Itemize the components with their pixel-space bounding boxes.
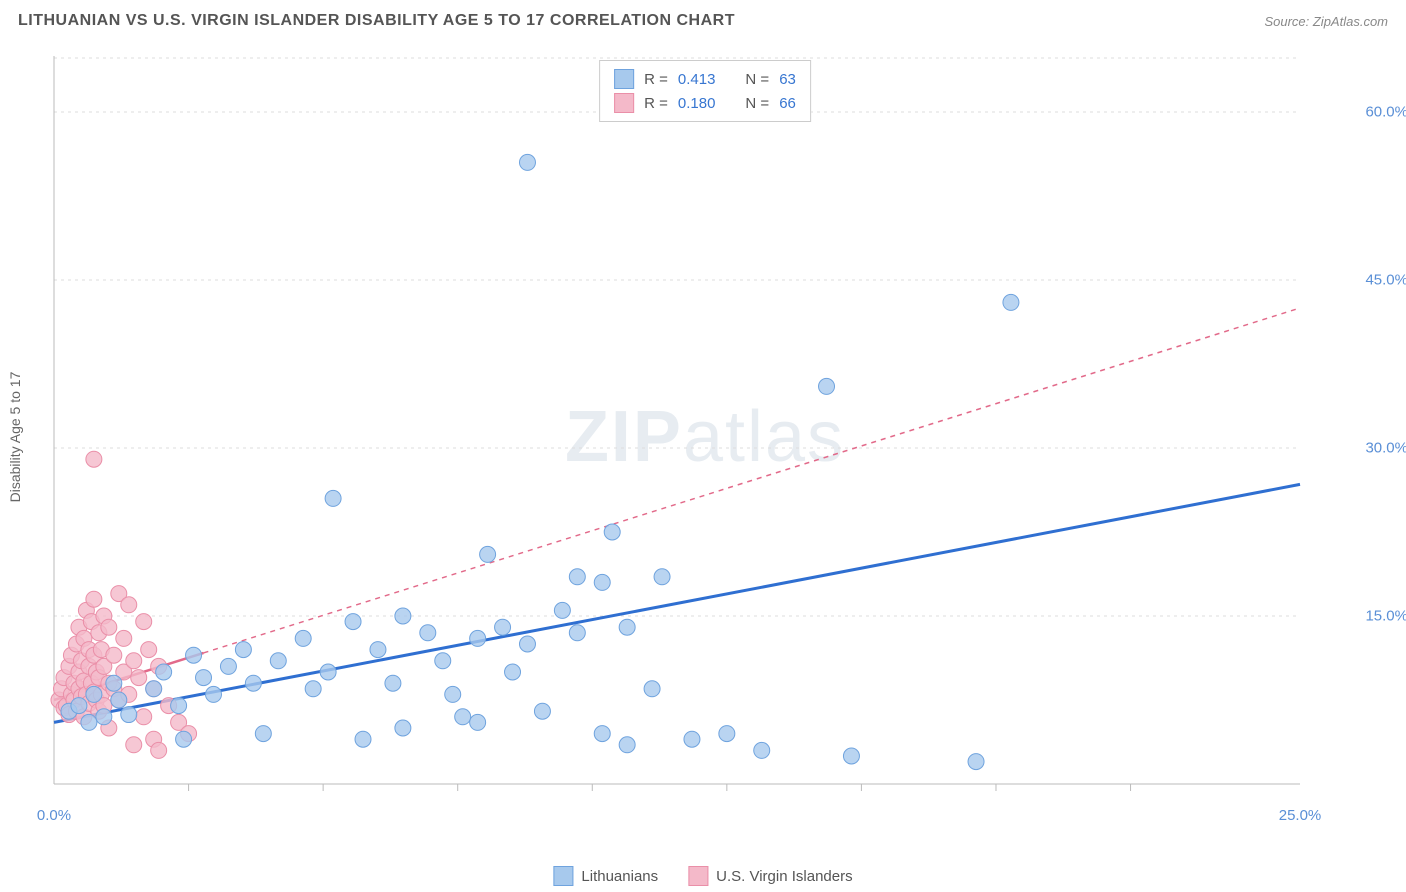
legend-swatch — [614, 93, 634, 113]
stats-legend-row: R = 0.180 N = 66 — [614, 91, 796, 115]
scatter-plot — [50, 52, 1360, 822]
chart-header: LITHUANIAN VS U.S. VIRGIN ISLANDER DISAB… — [0, 0, 1406, 38]
legend-swatch — [614, 69, 634, 89]
legend-swatch — [688, 866, 708, 886]
stats-legend-row: R = 0.413 N = 63 — [614, 67, 796, 91]
chart-title: LITHUANIAN VS U.S. VIRGIN ISLANDER DISAB… — [18, 12, 735, 30]
y-tick-label: 60.0% — [1365, 104, 1406, 121]
n-value: 63 — [779, 71, 796, 88]
legend-item: U.S. Virgin Islanders — [688, 866, 852, 886]
n-label: N = — [745, 95, 769, 112]
r-value: 0.180 — [678, 95, 716, 112]
x-tick-label: 25.0% — [1279, 807, 1322, 824]
r-value: 0.413 — [678, 71, 716, 88]
y-axis-label: Disability Age 5 to 17 — [7, 372, 23, 503]
legend-item: Lithuanians — [553, 866, 658, 886]
x-tick-label: 0.0% — [37, 807, 71, 824]
y-tick-label: 15.0% — [1365, 608, 1406, 625]
y-tick-label: 45.0% — [1365, 272, 1406, 289]
n-value: 66 — [779, 95, 796, 112]
series-legend: Lithuanians U.S. Virgin Islanders — [553, 866, 852, 886]
n-label: N = — [745, 71, 769, 88]
chart-source: Source: ZipAtlas.com — [1264, 14, 1388, 29]
y-tick-label: 30.0% — [1365, 440, 1406, 457]
stats-legend: R = 0.413 N = 63 R = 0.180 N = 66 — [599, 60, 811, 122]
r-label: R = — [644, 95, 668, 112]
chart-area: Disability Age 5 to 17 ZIPatlas R = 0.41… — [50, 52, 1360, 822]
legend-swatch — [553, 866, 573, 886]
legend-label: U.S. Virgin Islanders — [716, 868, 852, 885]
legend-label: Lithuanians — [581, 868, 658, 885]
r-label: R = — [644, 71, 668, 88]
